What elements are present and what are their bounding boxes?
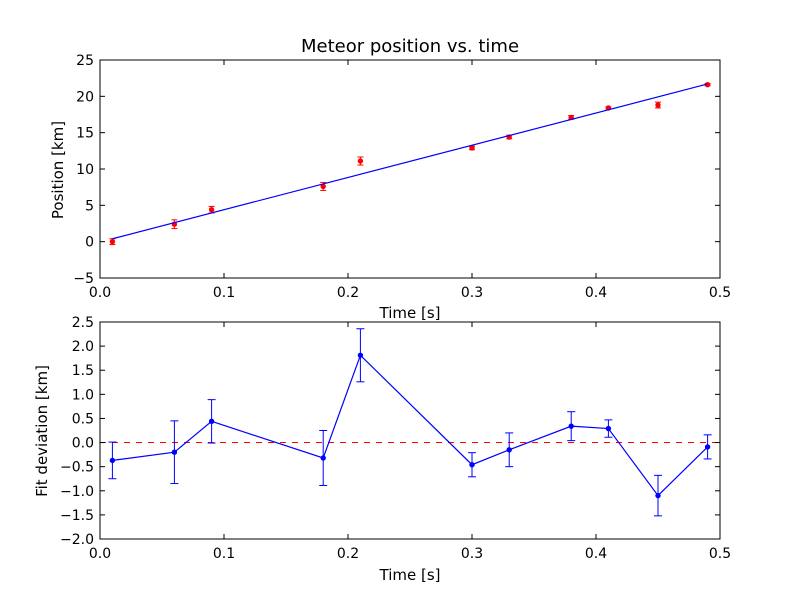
deviation-y-tick-label: 2.0	[72, 339, 94, 355]
deviation-y-ticks: −2.0 −1.5 −1.0 −0.5 0.0 0.5 1.0 1.5 2.0 2.5	[60, 315, 720, 548]
deviation-data-point	[506, 447, 512, 453]
position-chart-title: Meteor position vs. time	[301, 36, 519, 57]
deviation-plot-area	[99, 321, 721, 540]
deviation-x-tick-label: 0.0	[89, 546, 111, 562]
deviation-y-tick-label: −1.5	[60, 508, 94, 524]
deviation-data-point	[171, 449, 178, 455]
position-data-point	[655, 102, 661, 108]
position-x-tick-label: 0.4	[585, 285, 607, 301]
position-data-point	[208, 206, 215, 213]
position-data-point	[469, 145, 475, 151]
position-x-tick-label: 0.2	[337, 285, 359, 301]
position-chart: Meteor position vs. time 0.0 0.1 0.2 0.3 0.4…	[49, 36, 731, 322]
deviation-y-tick-label: 0.5	[72, 411, 94, 427]
position-y-tick-label: 5	[85, 198, 94, 214]
position-y-tick-label: −5	[73, 271, 94, 287]
deviation-x-ticks: 0.0 0.1 0.2 0.3 0.4 0.5	[89, 322, 731, 562]
position-x-ticks: 0.0 0.1 0.2 0.3 0.4 0.5	[89, 60, 731, 301]
deviation-data-point	[655, 492, 661, 499]
fit-line	[112, 83, 708, 240]
deviation-axes-frame	[99, 321, 721, 540]
position-data-point	[109, 238, 116, 245]
deviation-x-tick-label: 0.4	[585, 546, 607, 562]
deviation-y-axis-label: Fit deviation [km]	[33, 365, 51, 497]
position-x-axis-label: Time [s]	[379, 304, 441, 322]
position-y-tick-label: 20	[76, 89, 94, 105]
deviation-data-point	[469, 462, 475, 468]
position-y-axis-label: Position [km]	[49, 121, 67, 219]
deviation-data-point	[568, 423, 574, 429]
deviation-chart: 0.0 0.1 0.2 0.3 0.4 0.5 −2.0−1.5−1.0−0.50.00.…	[33, 315, 731, 584]
deviation-data-point	[704, 444, 711, 450]
deviation-data-point	[605, 425, 612, 432]
deviation-y-tick-label: 2.5	[72, 315, 94, 331]
deviation-data-point	[357, 352, 364, 358]
deviation-y-tick-label: −0.5	[60, 460, 94, 476]
deviation-x-tick-label: 0.3	[461, 546, 483, 562]
position-x-tick-label: 0.5	[709, 285, 731, 301]
deviation-data-point	[109, 457, 116, 464]
position-y-tick-label: 25	[76, 53, 94, 69]
deviation-x-tick-label: 0.5	[709, 546, 731, 562]
deviation-x-tick-label: 0.1	[213, 546, 235, 562]
deviation-data-point	[208, 418, 215, 425]
deviation-y-tick-label: 0.0	[72, 436, 94, 452]
position-x-tick-label: 0.3	[461, 285, 483, 301]
deviation-y-tick-label: 1.0	[72, 387, 94, 403]
position-y-tick-label: 15	[76, 126, 94, 142]
deviation-y-tick-label: −2.0	[60, 532, 94, 548]
position-y-tick-label: 0	[85, 235, 94, 251]
position-data-point	[357, 158, 364, 164]
deviation-y-tick-label: −1.0	[60, 484, 94, 500]
deviation-x-axis-label: Time [s]	[379, 566, 441, 584]
position-y-tick-label: 10	[76, 162, 94, 178]
position-x-tick-label: 0.1	[213, 285, 235, 301]
deviation-data-point	[320, 455, 326, 461]
position-y-ticks: −5 0 5 10 15 20 25	[73, 53, 720, 287]
deviation-x-tick-label: 0.2	[337, 546, 359, 562]
deviation-y-tick-label: 1.5	[72, 363, 94, 379]
position-x-tick-label: 0.0	[89, 285, 111, 301]
